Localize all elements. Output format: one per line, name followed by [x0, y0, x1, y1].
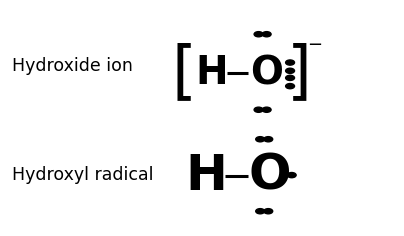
- Circle shape: [286, 84, 295, 89]
- Circle shape: [254, 107, 263, 112]
- Circle shape: [286, 68, 295, 73]
- Text: −: −: [307, 36, 322, 54]
- Text: Hydroxide ion: Hydroxide ion: [12, 57, 133, 75]
- Text: ]: ]: [286, 42, 311, 104]
- Circle shape: [264, 137, 273, 142]
- Circle shape: [254, 32, 263, 37]
- Text: O: O: [250, 54, 283, 92]
- Circle shape: [256, 209, 265, 214]
- Circle shape: [264, 209, 273, 214]
- Circle shape: [262, 32, 271, 37]
- Text: H: H: [196, 54, 228, 92]
- Circle shape: [286, 75, 295, 80]
- Circle shape: [262, 107, 271, 112]
- Circle shape: [287, 173, 296, 178]
- Circle shape: [286, 60, 295, 65]
- Circle shape: [256, 137, 265, 142]
- Text: H: H: [185, 152, 227, 200]
- Text: O: O: [248, 152, 291, 200]
- Text: [: [: [171, 42, 196, 104]
- Text: Hydroxyl radical: Hydroxyl radical: [12, 166, 154, 184]
